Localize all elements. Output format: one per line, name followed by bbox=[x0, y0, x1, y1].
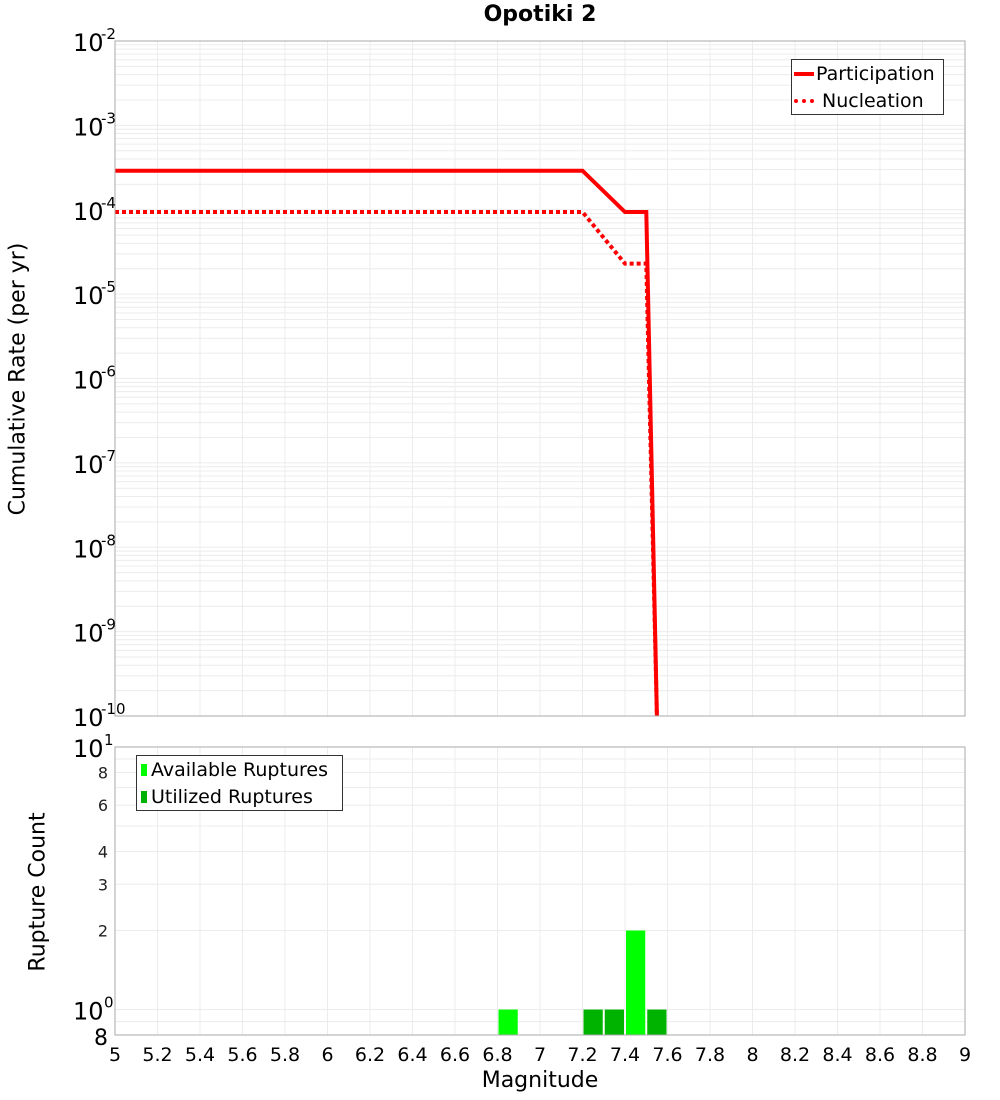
dark-green-square-icon bbox=[141, 790, 147, 803]
svg-text:8: 8 bbox=[94, 1026, 108, 1051]
x-tick-label: 6.4 bbox=[397, 1044, 427, 1066]
x-tick-label: 7.2 bbox=[567, 1044, 597, 1066]
x-tick-label: 6.6 bbox=[440, 1044, 470, 1066]
x-tick-label: 5.8 bbox=[270, 1044, 300, 1066]
x-tick-label: 8 bbox=[746, 1044, 758, 1066]
svg-text:10: 10 bbox=[73, 282, 104, 310]
bar bbox=[604, 1009, 624, 1035]
svg-text:10: 10 bbox=[73, 620, 104, 648]
x-tick-label: 6.2 bbox=[355, 1044, 385, 1066]
rate-plot: 10-210-310-410-510-610-710-810-910-10 bbox=[73, 25, 966, 732]
x-tick-label: 5.2 bbox=[142, 1044, 172, 1066]
svg-text:-9: -9 bbox=[101, 616, 116, 634]
x-tick-label: 8.6 bbox=[865, 1044, 895, 1066]
x-tick-label: 7.4 bbox=[610, 1044, 640, 1066]
x-tick-label: 9 bbox=[959, 1044, 971, 1066]
svg-text:10: 10 bbox=[73, 535, 104, 563]
bar bbox=[498, 1009, 518, 1035]
x-tick-label: 6.8 bbox=[482, 1044, 512, 1066]
svg-text:2: 2 bbox=[98, 922, 108, 941]
dotted-line-icon bbox=[794, 98, 814, 103]
legend-item-participation: Participation bbox=[792, 60, 943, 87]
x-tick-label: 8.8 bbox=[907, 1044, 937, 1066]
bar bbox=[626, 930, 646, 1035]
nucleation-line bbox=[115, 210, 659, 717]
svg-text:-10: -10 bbox=[101, 700, 126, 718]
svg-text:10: 10 bbox=[73, 451, 104, 479]
svg-text:-3: -3 bbox=[101, 109, 116, 127]
svg-text:-2: -2 bbox=[101, 25, 116, 43]
legend-label: Available Ruptures bbox=[151, 758, 328, 781]
x-tick-label: 5.6 bbox=[227, 1044, 257, 1066]
x-tick-label: 7.8 bbox=[695, 1044, 725, 1066]
green-square-icon bbox=[141, 763, 147, 776]
legend-label: Nucleation bbox=[822, 89, 924, 112]
x-axis-label: Magnitude bbox=[481, 1068, 599, 1093]
bottom-y-axis-label: Rupture Count bbox=[25, 812, 51, 972]
svg-text:3: 3 bbox=[98, 875, 108, 894]
svg-text:10: 10 bbox=[73, 735, 104, 763]
bar bbox=[583, 1009, 603, 1035]
rate-legend: Participation Nucleation bbox=[791, 59, 944, 115]
solid-line-icon bbox=[794, 71, 814, 76]
legend-label: Participation bbox=[816, 62, 935, 85]
x-tick-label: 6 bbox=[321, 1044, 333, 1066]
x-tick-label: 5 bbox=[109, 1044, 121, 1066]
svg-text:6: 6 bbox=[98, 796, 108, 815]
legend-item-utilized: Utilized Ruptures bbox=[137, 783, 342, 810]
svg-text:-4: -4 bbox=[101, 194, 116, 212]
rupture-legend: Available Ruptures Utilized Ruptures bbox=[136, 755, 343, 811]
svg-text:0: 0 bbox=[104, 994, 114, 1012]
top-y-axis-label: Cumulative Rate (per yr) bbox=[5, 242, 31, 516]
legend-item-nucleation: Nucleation bbox=[792, 87, 943, 114]
svg-text:10: 10 bbox=[73, 367, 104, 395]
svg-text:10: 10 bbox=[73, 29, 104, 57]
x-tick-label: 7 bbox=[534, 1044, 546, 1066]
chart-title: Opotiki 2 bbox=[483, 2, 597, 27]
bar bbox=[647, 1009, 667, 1035]
svg-text:10: 10 bbox=[73, 113, 104, 141]
svg-text:-7: -7 bbox=[101, 447, 116, 465]
x-tick-label: 7.6 bbox=[652, 1044, 682, 1066]
svg-text:1: 1 bbox=[104, 731, 114, 749]
svg-text:4: 4 bbox=[98, 842, 108, 861]
svg-text:10: 10 bbox=[73, 704, 104, 732]
x-tick-label: 8.4 bbox=[822, 1044, 852, 1066]
svg-text:10: 10 bbox=[73, 198, 104, 226]
x-tick-label: 8.2 bbox=[780, 1044, 810, 1066]
legend-item-available: Available Ruptures bbox=[137, 756, 342, 783]
svg-text:10: 10 bbox=[73, 998, 104, 1026]
svg-text:-5: -5 bbox=[101, 278, 116, 296]
x-tick-label: 5.4 bbox=[185, 1044, 215, 1066]
svg-text:8: 8 bbox=[98, 763, 108, 782]
svg-text:-6: -6 bbox=[101, 363, 116, 381]
svg-text:-8: -8 bbox=[101, 531, 116, 549]
legend-label: Utilized Ruptures bbox=[151, 785, 313, 808]
